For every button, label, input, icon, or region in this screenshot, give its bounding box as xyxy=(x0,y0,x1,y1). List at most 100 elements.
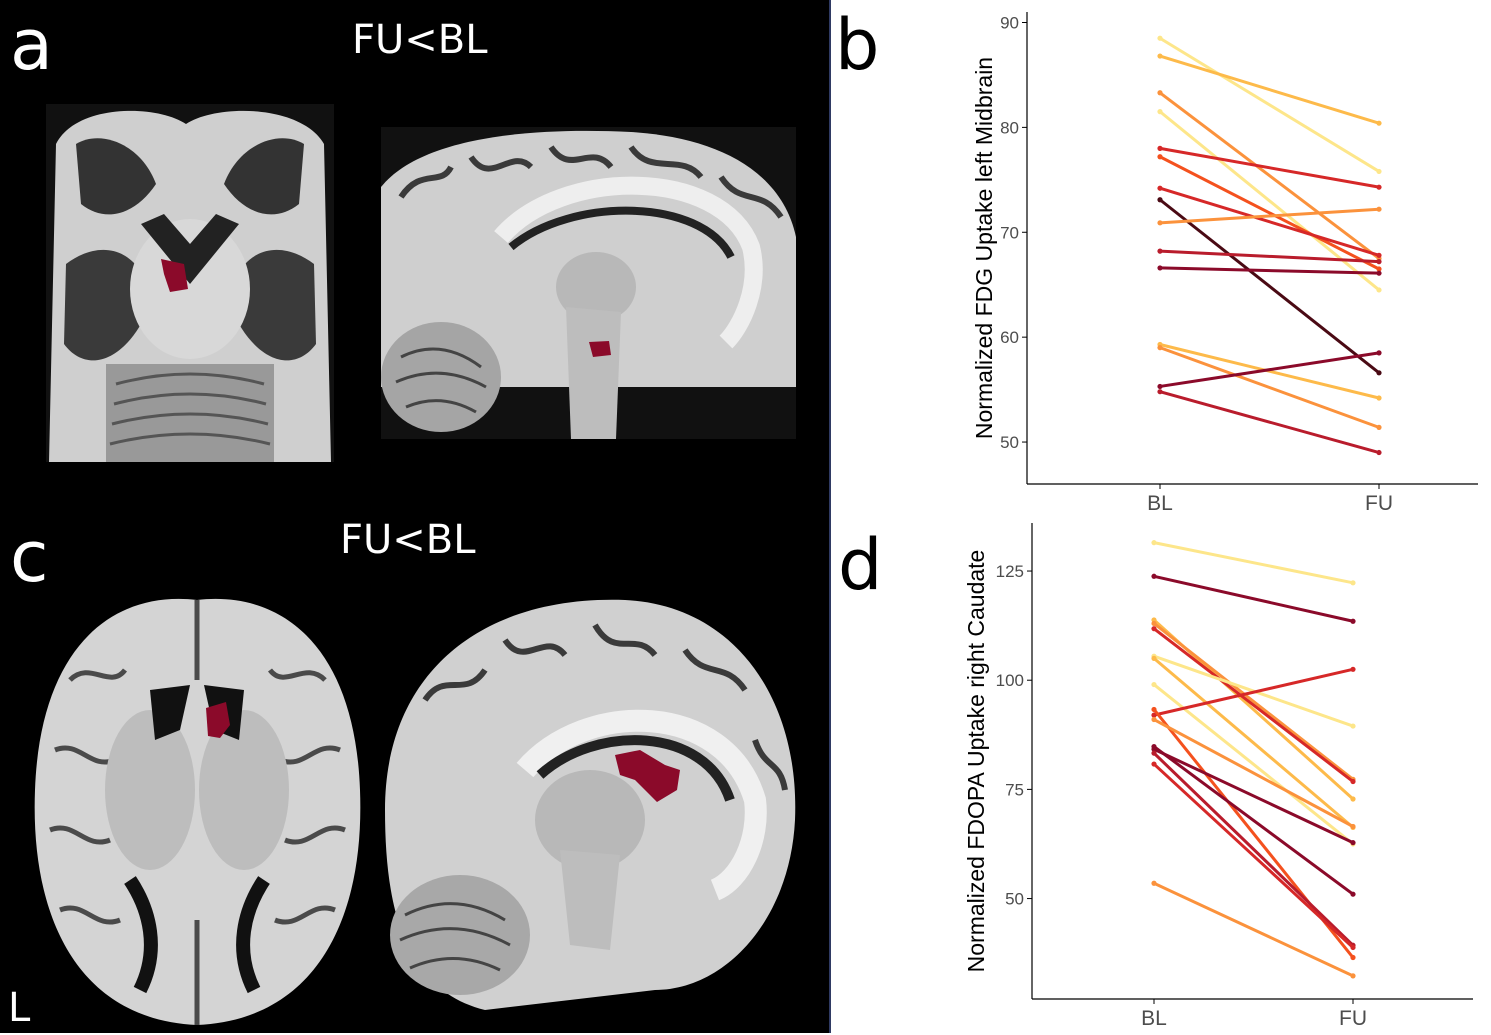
chart-d-point-fu-1 xyxy=(1350,580,1356,586)
chart-b-point-fu-9 xyxy=(1376,206,1382,212)
contrast-label-c: FU<BL xyxy=(340,517,476,563)
chart-d-point-fu-9 xyxy=(1350,666,1356,672)
chart-b-point-bl-9 xyxy=(1157,220,1163,226)
contrast-label-a: FU<BL xyxy=(352,17,488,63)
chart-d-series-line-8 xyxy=(1153,683,1354,846)
chart-d-y-axis-label: Normalized FDOPA Uptake right Caudate xyxy=(963,550,989,973)
chart-b-series-line-13 xyxy=(1159,346,1380,429)
chart-b-point-fu-1 xyxy=(1376,168,1382,175)
chart-b-series-line-15 xyxy=(1159,390,1380,454)
chart-d-y-tick-label: 50 xyxy=(1005,890,1024,909)
chart-d-point-fu-13 xyxy=(1350,840,1356,846)
chart-d-point-bl-5 xyxy=(1151,626,1157,632)
panel-letter-a: a xyxy=(10,4,53,86)
chart-d-series-line-9 xyxy=(1153,667,1354,717)
sagittal-brain-slice-midbrain xyxy=(381,127,796,439)
chart-b-series-line-14 xyxy=(1159,351,1380,388)
chart-d-x-tick-label: BL xyxy=(1141,1007,1167,1030)
chart-d-point-bl-4 xyxy=(1151,620,1157,627)
chart-b-point-bl-15 xyxy=(1157,389,1163,395)
chart-b-series-line-9 xyxy=(1159,207,1380,225)
chart-b-point-bl-8 xyxy=(1157,197,1163,203)
chart-b-x-tick-label: BL xyxy=(1147,492,1173,515)
chart-d-point-bl-8 xyxy=(1151,681,1157,688)
chart-d-point-fu-12 xyxy=(1350,891,1356,897)
chart-b-point-bl-7 xyxy=(1157,185,1163,191)
chart-b-point-bl-4 xyxy=(1157,109,1163,115)
chart-b-point-fu-14 xyxy=(1376,350,1382,356)
chart-d-point-fu-10 xyxy=(1350,954,1356,961)
chart-d-point-bl-11 xyxy=(1151,716,1157,723)
chart-d-series-line-7 xyxy=(1153,657,1354,829)
fdopa-caudate-chart: 50 75 100 125 BL FU Normalized FDOPA Uptake ri… xyxy=(963,523,1473,1030)
chart-d-series-line-13 xyxy=(1153,747,1354,845)
chart-b-x-tick-label: FU xyxy=(1365,492,1393,515)
panel-letter-b: b xyxy=(835,4,880,86)
axial-brain-slice xyxy=(34,598,361,1025)
chart-b-point-fu-4 xyxy=(1376,287,1382,293)
chart-b-point-fu-11 xyxy=(1376,270,1382,276)
chart-b-point-fu-15 xyxy=(1376,449,1382,456)
chart-d-series-line-4 xyxy=(1153,622,1354,781)
chart-d-point-bl-7 xyxy=(1151,655,1157,661)
chart-b-point-fu-10 xyxy=(1376,259,1382,265)
chart-d-series-line-12 xyxy=(1153,745,1354,896)
chart-d-point-bl-13 xyxy=(1151,746,1157,752)
chart-d-point-fu-15 xyxy=(1350,944,1356,951)
chart-d-x-tick-label: FU xyxy=(1339,1007,1367,1030)
chart-b-series-line-2 xyxy=(1159,54,1380,125)
chart-b-point-fu-12 xyxy=(1376,395,1382,401)
chart-d-series-line-14 xyxy=(1152,752,1355,947)
chart-d-point-bl-2 xyxy=(1151,573,1157,579)
chart-d-point-bl-15 xyxy=(1151,761,1157,767)
chart-d-series-line-1 xyxy=(1153,541,1354,585)
fdg-midbrain-chart: 50 60 70 80 90 BL FU Normalized FDG Uptake left… xyxy=(971,12,1478,515)
chart-b-point-bl-3 xyxy=(1157,90,1163,96)
chart-b-series-line-7 xyxy=(1159,186,1380,257)
coronal-brain-slice xyxy=(46,104,334,462)
chart-b-point-fu-8 xyxy=(1376,370,1382,376)
chart-b-point-bl-6 xyxy=(1157,154,1163,160)
sagittal-brain-slice-caudate xyxy=(385,599,796,1010)
chart-b-series-line-10 xyxy=(1159,249,1380,264)
chart-d-point-fu-6 xyxy=(1350,723,1356,729)
chart-b-y-tick-label: 80 xyxy=(1000,118,1019,137)
orientation-label-left: L xyxy=(8,985,31,1031)
chart-b-series-line-11 xyxy=(1159,266,1380,275)
chart-b-point-bl-1 xyxy=(1157,35,1163,41)
chart-d-y-tick-label: 75 xyxy=(1005,780,1024,799)
chart-b-y-tick-label: 70 xyxy=(1000,223,1019,242)
chart-b-point-bl-5 xyxy=(1157,145,1163,151)
chart-b-y-tick-label: 60 xyxy=(1000,328,1019,347)
panel-letter-d: d xyxy=(838,524,883,606)
chart-d-point-fu-5 xyxy=(1350,778,1356,785)
chart-d-point-bl-9 xyxy=(1151,712,1157,718)
chart-b-series-line-5 xyxy=(1159,146,1380,189)
chart-d-series-line-11 xyxy=(1153,718,1354,828)
chart-b-point-fu-7 xyxy=(1376,252,1382,258)
chart-b-y-tick-label: 90 xyxy=(1000,13,1019,32)
chart-b-point-fu-6 xyxy=(1376,266,1382,272)
chart-d-y-tick-label: 100 xyxy=(996,671,1024,690)
chart-d-point-fu-16 xyxy=(1350,973,1356,979)
chart-b-series-line-6 xyxy=(1159,155,1380,271)
chart-d-point-bl-14 xyxy=(1151,750,1157,756)
panel-letter-c: c xyxy=(10,516,49,598)
chart-d-y-tick-label: 125 xyxy=(996,562,1024,581)
chart-d-point-bl-10 xyxy=(1151,706,1157,713)
chart-d-series-line-5 xyxy=(1153,627,1354,783)
chart-b-y-axis-label: Normalized FDG Uptake left Midbrain xyxy=(971,57,997,439)
chart-b-point-bl-2 xyxy=(1157,53,1163,59)
chart-d-point-bl-16 xyxy=(1151,880,1157,886)
chart-b-series-line-1 xyxy=(1159,36,1380,173)
chart-b-series-line-8 xyxy=(1159,198,1380,374)
chart-d-series-line-15 xyxy=(1152,762,1355,949)
chart-d-series-line-16 xyxy=(1153,881,1354,978)
brain-image-panel: a FU<BL xyxy=(0,0,831,1033)
chart-b-series-line-3 xyxy=(1159,91,1380,260)
chart-b-point-bl-10 xyxy=(1157,248,1163,254)
chart-b-series-line-4 xyxy=(1159,110,1380,292)
chart-b-y-tick-label: 50 xyxy=(1000,433,1019,452)
chart-d-series-line-2 xyxy=(1153,574,1354,623)
chart-d-point-fu-3 xyxy=(1350,796,1356,802)
